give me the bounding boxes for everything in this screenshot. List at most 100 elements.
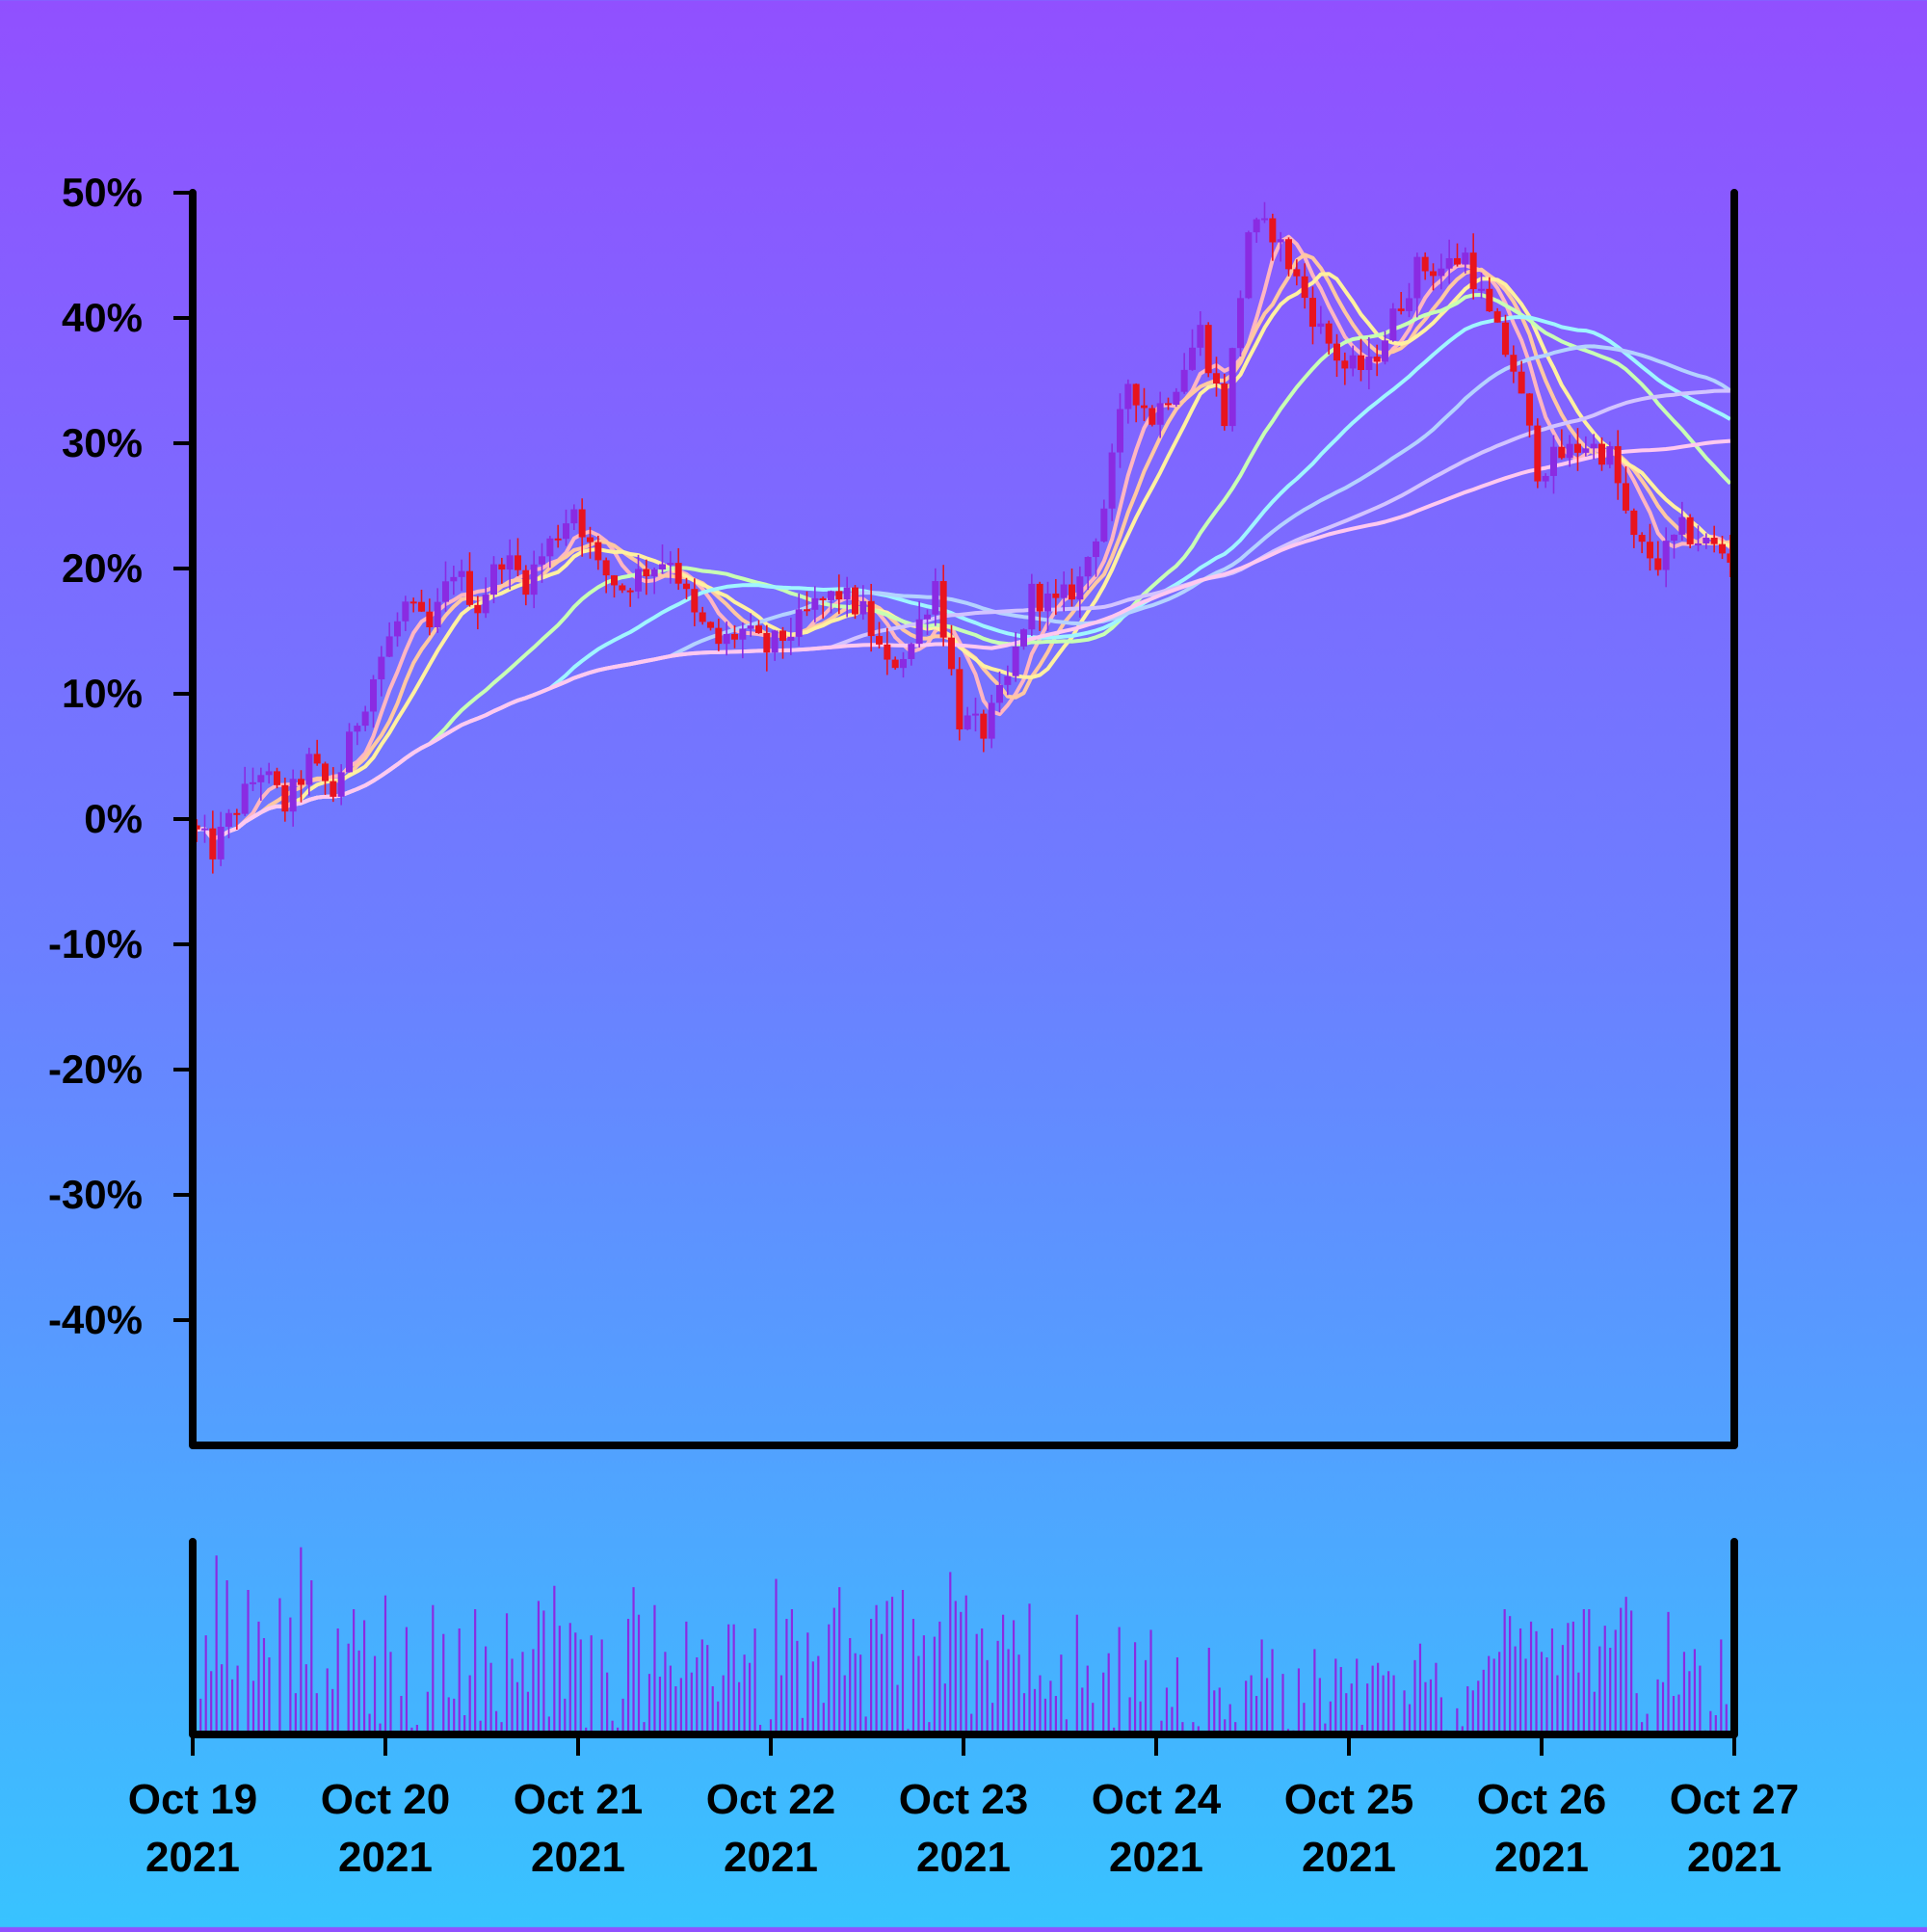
volume-bar [1471,1690,1474,1734]
candle-body [1389,308,1397,341]
volume-bar [1192,1722,1195,1734]
candle-body [346,731,353,773]
volume-bar [379,1723,382,1734]
candle-body [1486,288,1493,312]
volume-bar [1049,1681,1052,1734]
volume-bar [727,1624,730,1734]
volume-bar [505,1613,509,1734]
candle-body [257,775,265,782]
candle-body [707,622,714,628]
volume-bar [1624,1597,1627,1734]
candle-body [1493,311,1501,323]
volume-bar [1498,1652,1501,1734]
volume-bar [928,1722,931,1734]
volume-bar [1118,1627,1121,1734]
volume-bar [1392,1675,1395,1734]
volume-bar [532,1649,535,1734]
candle-body [1189,347,1196,370]
moving-average-line-12 [197,272,1731,841]
candle-body [1703,538,1710,543]
candle-body [1430,271,1437,277]
candle-body [795,609,803,637]
volume-bar [1350,1683,1353,1734]
candle-body [1406,298,1412,311]
candle-body [1397,308,1405,311]
candle-body [265,771,273,776]
volume-bar [289,1617,292,1734]
candle-body [530,564,538,595]
candle-body [1510,355,1518,372]
volume-bar [1524,1658,1527,1734]
volume-bar [880,1633,884,1734]
volume-bar [1371,1665,1374,1734]
candle-body [1004,675,1012,685]
volume-bar [706,1645,709,1734]
candle-body [1293,269,1301,277]
volume-bar [1213,1690,1216,1734]
volume-bar [1265,1678,1269,1734]
candle-body [635,569,642,592]
volume-bar [300,1547,303,1734]
candle-body [619,585,626,591]
candle-body [1309,298,1316,328]
volume-bar [843,1675,846,1734]
volume-bar [1514,1646,1517,1734]
volume-bar [262,1638,266,1734]
volume-bar [1017,1654,1020,1734]
volume-bar [849,1638,852,1734]
volume-bar [859,1654,862,1734]
volume-bar [257,1621,260,1734]
candle-body [626,590,634,593]
volume-bar [1075,1614,1078,1734]
volume-bar [1271,1649,1274,1734]
candle-body [594,542,602,561]
candle-body [1124,384,1132,410]
candle-body [1686,516,1694,544]
volume-bar [1012,1620,1016,1734]
volume-bar [515,1681,519,1734]
candle-body [522,569,530,595]
volume-bar [960,1611,963,1734]
candle-body [370,679,377,712]
volume-bar [722,1675,725,1734]
volume-bar [1509,1616,1512,1734]
candle-body [747,625,754,629]
candle-body [1502,322,1509,356]
y-tick-label: 30% [62,420,143,465]
candle-body [852,587,858,615]
volume-bar [453,1698,456,1734]
candle-body [659,564,666,569]
y-tick-label: 50% [62,170,143,215]
volume-bar [885,1601,888,1734]
candle-body [298,779,304,785]
volume-bar [811,1661,814,1734]
candle-body [643,569,650,577]
volume-bar [1228,1704,1231,1734]
candle-body [1654,558,1662,570]
volume-bar [964,1595,967,1734]
candle-body [1534,425,1542,482]
candle-body [1148,408,1156,425]
volume-bar [801,1717,804,1734]
volume-bar [828,1624,831,1734]
candle-body [1373,357,1381,362]
candle-body [828,591,834,600]
candle-body [418,601,425,612]
volume-bar [1571,1621,1574,1734]
candle-body [1598,443,1605,465]
candle-body [1630,510,1638,536]
volume-bar [1149,1629,1152,1734]
candle-body [1421,256,1429,272]
candle-body [426,611,434,628]
candle-body [450,576,458,582]
candle-body [755,625,762,633]
candle-body [1710,538,1718,544]
volume-bar [336,1628,339,1734]
y-tick-label: -10% [48,921,143,966]
candle-body [956,669,964,729]
x-tick-label-date: Oct 21 [514,1776,644,1823]
volume-bar [542,1610,545,1734]
candle-body [1237,298,1244,349]
volume-bar [606,1672,609,1734]
volume-bar [1488,1655,1491,1734]
